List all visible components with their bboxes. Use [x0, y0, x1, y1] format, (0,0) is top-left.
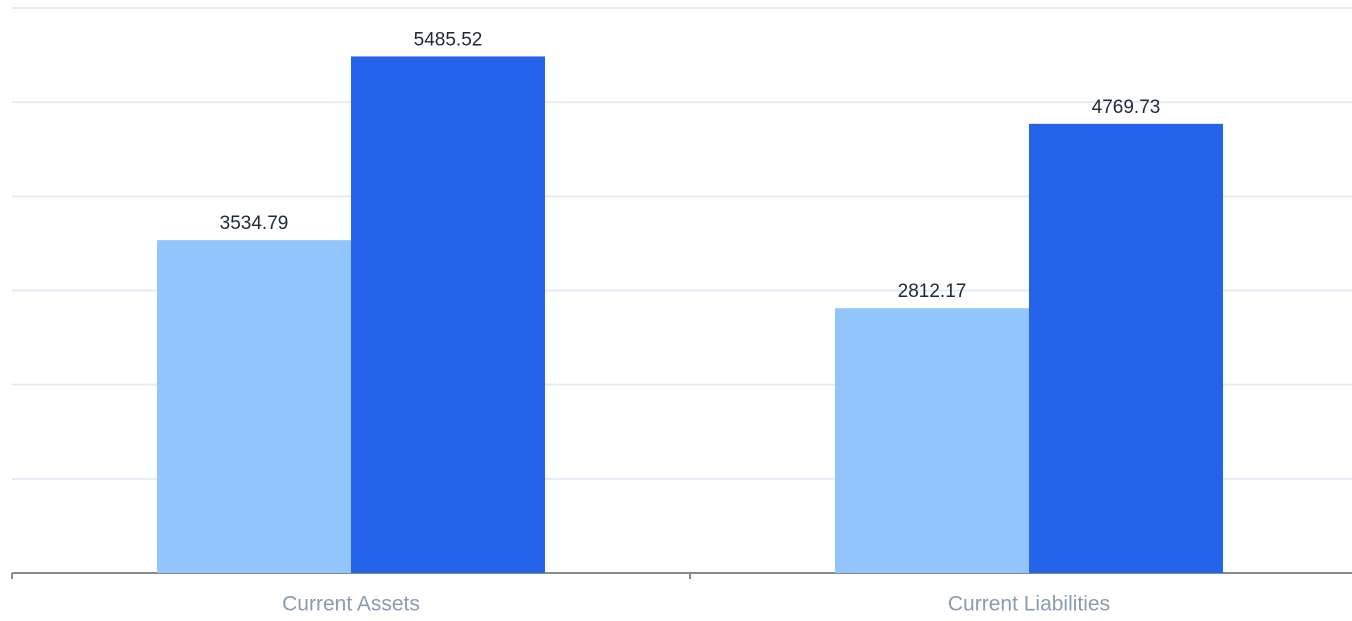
bar: [351, 56, 545, 574]
value-label: 5485.52: [414, 29, 483, 50]
value-label: 4769.73: [1092, 97, 1161, 118]
value-label: 2812.17: [898, 281, 967, 302]
x-tick-label: Current Liabilities: [948, 593, 1110, 616]
bar: [835, 308, 1029, 573]
x-tick-label: Current Assets: [282, 593, 420, 616]
value-label: 3534.79: [220, 213, 289, 234]
bar: [157, 240, 351, 573]
bar: [1029, 123, 1223, 573]
